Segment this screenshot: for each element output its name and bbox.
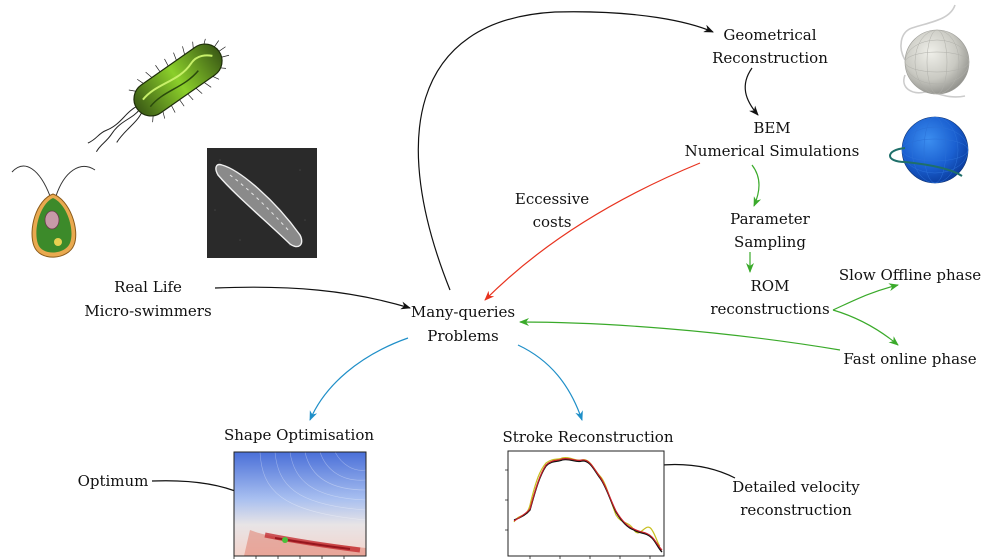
node-rom: ROM reconstructions [710,277,829,318]
label-reallife-2: Micro-swimmers [84,302,211,320]
label-slow-offline: Slow Offline phase [839,266,981,284]
algae-cell-icon [11,165,96,258]
heatmap-plot-icon [233,451,367,559]
label-eccessive-1: Eccessive [515,190,589,208]
node-eccessive-costs: Eccessive costs [515,190,589,231]
node-real-life: Real Life Micro-swimmers [84,278,211,320]
bacterium-icon [87,38,230,153]
arrow-many-to-geometrical [417,11,714,291]
node-detailed-velocity: Detailed velocity reconstruction [732,478,860,519]
blue-sphere-mesh-icon [889,116,969,184]
label-fast-online: Fast online phase [843,350,976,368]
label-shape-optimisation: Shape Optimisation [224,426,374,444]
label-many-2: Problems [427,327,499,345]
label-many-1: Many-queries [411,303,515,321]
label-reallife-1: Real Life [114,278,182,296]
node-geometrical: Geometrical Reconstruction [712,26,828,67]
label-detailed-1: Detailed velocity [732,478,860,496]
label-stroke-reconstruction: Stroke Reconstruction [503,428,674,446]
arrow-fast-to-many [519,318,841,351]
label-optimum: Optimum [78,472,149,490]
arrow-rom-to-fast [832,309,899,346]
label-parameter-1: Parameter [730,210,810,228]
arrow-reallife-to-many [214,286,411,310]
microscope-photo-icon [207,148,317,258]
label-bem-2: Numerical Simulations [685,142,860,160]
arrow-rom-to-slow [832,283,899,311]
arrow-bem-to-many-red [484,162,701,301]
label-rom-2: reconstructions [710,300,829,318]
label-bem-1: BEM [753,119,790,137]
label-detailed-2: reconstruction [740,501,852,519]
node-many-queries: Many-queries Problems [411,303,515,345]
label-eccessive-2: costs [533,213,572,231]
label-geometrical-1: Geometrical [723,26,816,44]
node-parameter: Parameter Sampling [730,210,810,251]
node-bem: BEM Numerical Simulations [685,119,860,160]
arrow-many-to-stroke [517,344,583,421]
arrow-geometrical-to-bem [744,67,759,116]
arrow-bem-to-parameter [751,164,762,207]
arrow-many-to-shape [309,337,409,421]
label-geometrical-2: Reconstruction [712,49,828,67]
velocity-plot-icon [505,450,665,559]
label-rom-1: ROM [751,277,790,295]
label-parameter-2: Sampling [734,233,806,251]
grey-sphere-mesh-icon [900,4,970,98]
